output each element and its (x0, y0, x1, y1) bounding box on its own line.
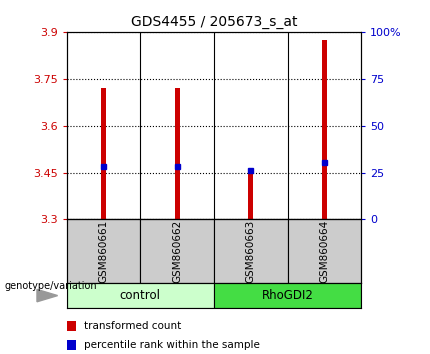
Text: GSM860664: GSM860664 (319, 220, 329, 283)
Bar (248, 172, 253, 219)
Text: genotype/variation: genotype/variation (4, 281, 97, 291)
Bar (214, 219, 288, 283)
Text: percentile rank within the sample: percentile rank within the sample (84, 340, 260, 350)
Bar (101, 88, 106, 219)
Bar (214, 283, 361, 308)
Bar (67, 283, 214, 308)
Text: GSM860662: GSM860662 (172, 220, 182, 283)
Bar (175, 165, 180, 170)
Text: RhoGDI2: RhoGDI2 (261, 289, 313, 302)
Text: control: control (120, 289, 161, 302)
Text: GSM860661: GSM860661 (98, 220, 108, 283)
Title: GDS4455 / 205673_s_at: GDS4455 / 205673_s_at (131, 16, 297, 29)
Bar (322, 40, 327, 219)
Bar (140, 219, 214, 283)
Bar (101, 165, 106, 170)
Polygon shape (37, 290, 58, 302)
Bar (248, 167, 253, 172)
Bar (175, 88, 180, 219)
Text: GSM860663: GSM860663 (246, 220, 256, 283)
Bar (288, 219, 361, 283)
Bar (322, 160, 327, 165)
Text: transformed count: transformed count (84, 321, 181, 331)
Bar (67, 219, 140, 283)
